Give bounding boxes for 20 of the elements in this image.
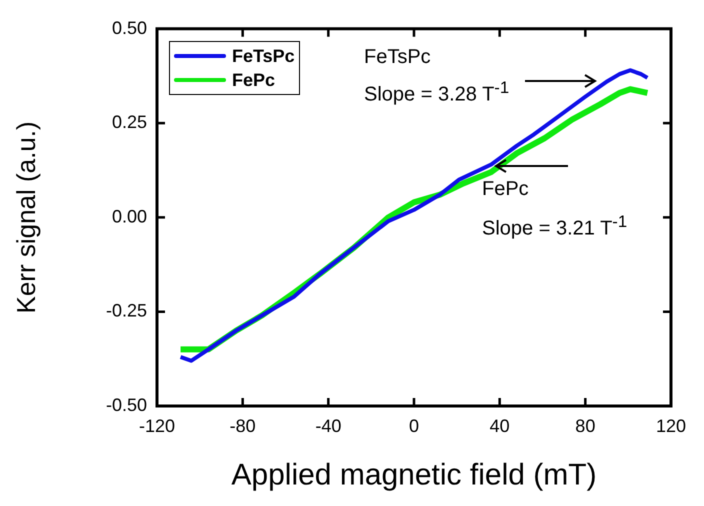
y-tick-label: 0.25: [112, 112, 147, 132]
x-tick-label: 80: [575, 416, 596, 436]
x-axis-title: Applied magnetic field (mT): [231, 458, 597, 492]
y-tick-label: 0.00: [112, 206, 147, 226]
y-tick-label: 0.50: [112, 18, 147, 38]
annotation: FePc: [482, 178, 529, 201]
y-axis-title: Kerr signal (a.u.): [10, 121, 41, 314]
x-tick-label: 0: [408, 416, 419, 436]
legend-label: FePc: [232, 70, 276, 90]
x-tick-label: 40: [490, 416, 510, 436]
x-tick-label: -120: [138, 416, 176, 436]
x-tick-label: 120: [656, 416, 686, 436]
annotation: Slope = 3.28 T$^{-1}$: [364, 78, 510, 107]
annotation: Slope = 3.21 T$^{-1}$: [482, 212, 628, 241]
x-tick-label: -40: [315, 416, 342, 436]
y-tick-label: -0.50: [106, 394, 147, 415]
y-tick-label: -0.25: [106, 300, 147, 321]
legend-label: FeTsPc: [232, 46, 295, 66]
x-tick-label: -80: [230, 416, 256, 436]
annotation: FeTsPc: [364, 46, 431, 69]
